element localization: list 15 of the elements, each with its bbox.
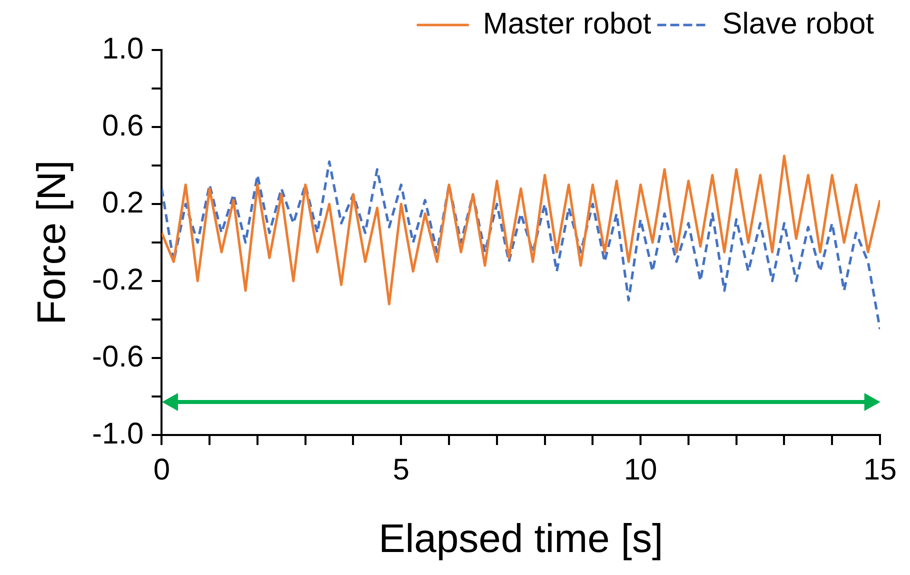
y-tick-label: -0.2 [92, 263, 144, 296]
y-tick-label: 1.0 [102, 32, 144, 66]
y-tick-label: -0.6 [92, 340, 144, 374]
y-axis-title: Force [N] [30, 160, 74, 325]
line-series [162, 160, 880, 330]
x-tick-label: 15 [863, 453, 897, 486]
x-axis-title: Elapsed time [s] [378, 517, 664, 562]
x-tick-label: 5 [392, 453, 410, 486]
y-tick-label: -1.0 [92, 417, 144, 450]
legend-label: Master robot [482, 7, 652, 40]
legend-label: Slave robot [722, 7, 875, 40]
x-tick-label: 10 [624, 453, 658, 486]
y-tick-label: 0.6 [102, 109, 144, 142]
y-tick-label: 0.2 [102, 186, 144, 220]
x-tick-label: 0 [153, 453, 170, 486]
